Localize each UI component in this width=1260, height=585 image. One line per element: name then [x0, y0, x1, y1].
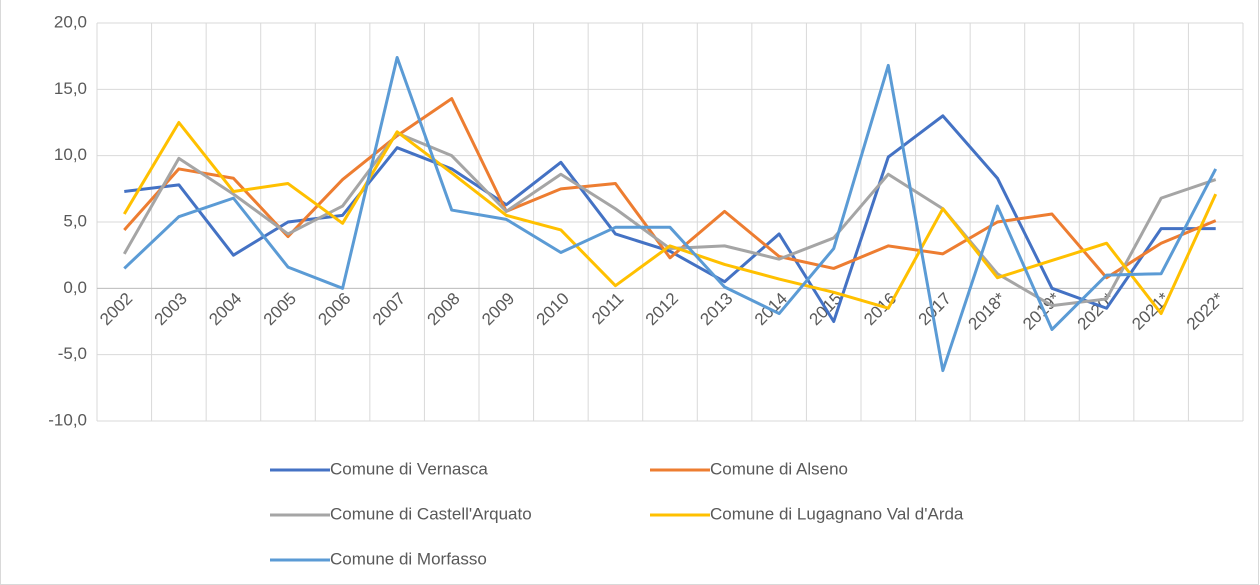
series-line	[123, 97, 1217, 280]
x-tick-label: 2013	[696, 289, 736, 329]
legend-label: Comune di Morfasso	[330, 549, 487, 568]
x-tick-label: 2008	[424, 289, 464, 329]
x-tick-label: 2019*	[1019, 289, 1064, 334]
series-line	[122, 131, 1217, 308]
x-tick-label: 2012	[642, 289, 682, 329]
x-tick-label: 2005	[260, 289, 300, 329]
series-line	[123, 55, 1218, 373]
y-tick-label: 0,0	[63, 278, 87, 297]
x-tick-label: 2022*	[1183, 289, 1228, 334]
series-line	[122, 121, 1218, 316]
x-tick-label: 2018*	[965, 289, 1010, 334]
legend-label: Comune di Vernasca	[330, 459, 488, 478]
x-tick-label: 2007	[369, 289, 409, 329]
y-tick-label: 5,0	[63, 211, 87, 230]
legend-label: Comune di Lugagnano Val d'Arda	[710, 504, 964, 523]
y-tick-label: -5,0	[58, 344, 87, 363]
x-tick-label: 2004	[205, 289, 245, 329]
x-tick-label: 2011	[588, 289, 627, 328]
legend-label: Comune di Alseno	[710, 459, 848, 478]
x-tick-label: 2010	[533, 289, 573, 329]
y-tick-label: 20,0	[54, 12, 87, 31]
x-tick-label: 2006	[314, 289, 354, 329]
x-tick-label: 2003	[151, 289, 191, 329]
x-tick-label: 2020*	[1074, 289, 1119, 334]
x-tick-label: 2021*	[1128, 289, 1173, 334]
y-tick-label: -10,0	[48, 410, 87, 429]
x-tick-label: 2009	[478, 289, 518, 329]
x-tick-label: 2002	[96, 289, 136, 329]
y-tick-label: 10,0	[54, 145, 87, 164]
y-tick-label: 15,0	[54, 79, 87, 98]
series-line	[124, 114, 1216, 323]
legend-label: Comune di Castell'Arquato	[330, 504, 532, 523]
